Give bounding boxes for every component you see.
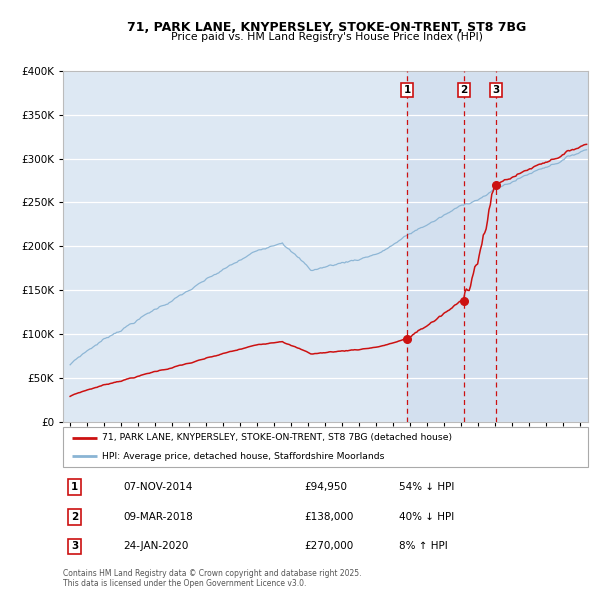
Text: 24-JAN-2020: 24-JAN-2020 <box>124 542 189 552</box>
Text: 2: 2 <box>460 85 467 95</box>
Text: 71, PARK LANE, KNYPERSLEY, STOKE-ON-TRENT, ST8 7BG (detached house): 71, PARK LANE, KNYPERSLEY, STOKE-ON-TREN… <box>103 434 452 442</box>
Text: 40% ↓ HPI: 40% ↓ HPI <box>399 512 454 522</box>
Text: 54% ↓ HPI: 54% ↓ HPI <box>399 482 454 492</box>
Text: £94,950: £94,950 <box>305 482 347 492</box>
Text: Price paid vs. HM Land Registry's House Price Index (HPI): Price paid vs. HM Land Registry's House … <box>171 32 483 42</box>
Text: 3: 3 <box>492 85 499 95</box>
Text: £270,000: £270,000 <box>305 542 354 552</box>
Text: 1: 1 <box>71 482 78 492</box>
FancyBboxPatch shape <box>63 427 588 467</box>
Text: 2: 2 <box>71 512 78 522</box>
Text: Contains HM Land Registry data © Crown copyright and database right 2025.
This d: Contains HM Land Registry data © Crown c… <box>63 569 361 588</box>
Text: HPI: Average price, detached house, Staffordshire Moorlands: HPI: Average price, detached house, Staf… <box>103 452 385 461</box>
Text: 1: 1 <box>404 85 411 95</box>
Bar <box>407 71 588 422</box>
Text: 09-MAR-2018: 09-MAR-2018 <box>124 512 193 522</box>
Text: 07-NOV-2014: 07-NOV-2014 <box>124 482 193 492</box>
Text: 8% ↑ HPI: 8% ↑ HPI <box>399 542 448 552</box>
Text: £138,000: £138,000 <box>305 512 354 522</box>
Text: 71, PARK LANE, KNYPERSLEY, STOKE-ON-TRENT, ST8 7BG: 71, PARK LANE, KNYPERSLEY, STOKE-ON-TREN… <box>127 21 527 34</box>
Text: 3: 3 <box>71 542 78 552</box>
